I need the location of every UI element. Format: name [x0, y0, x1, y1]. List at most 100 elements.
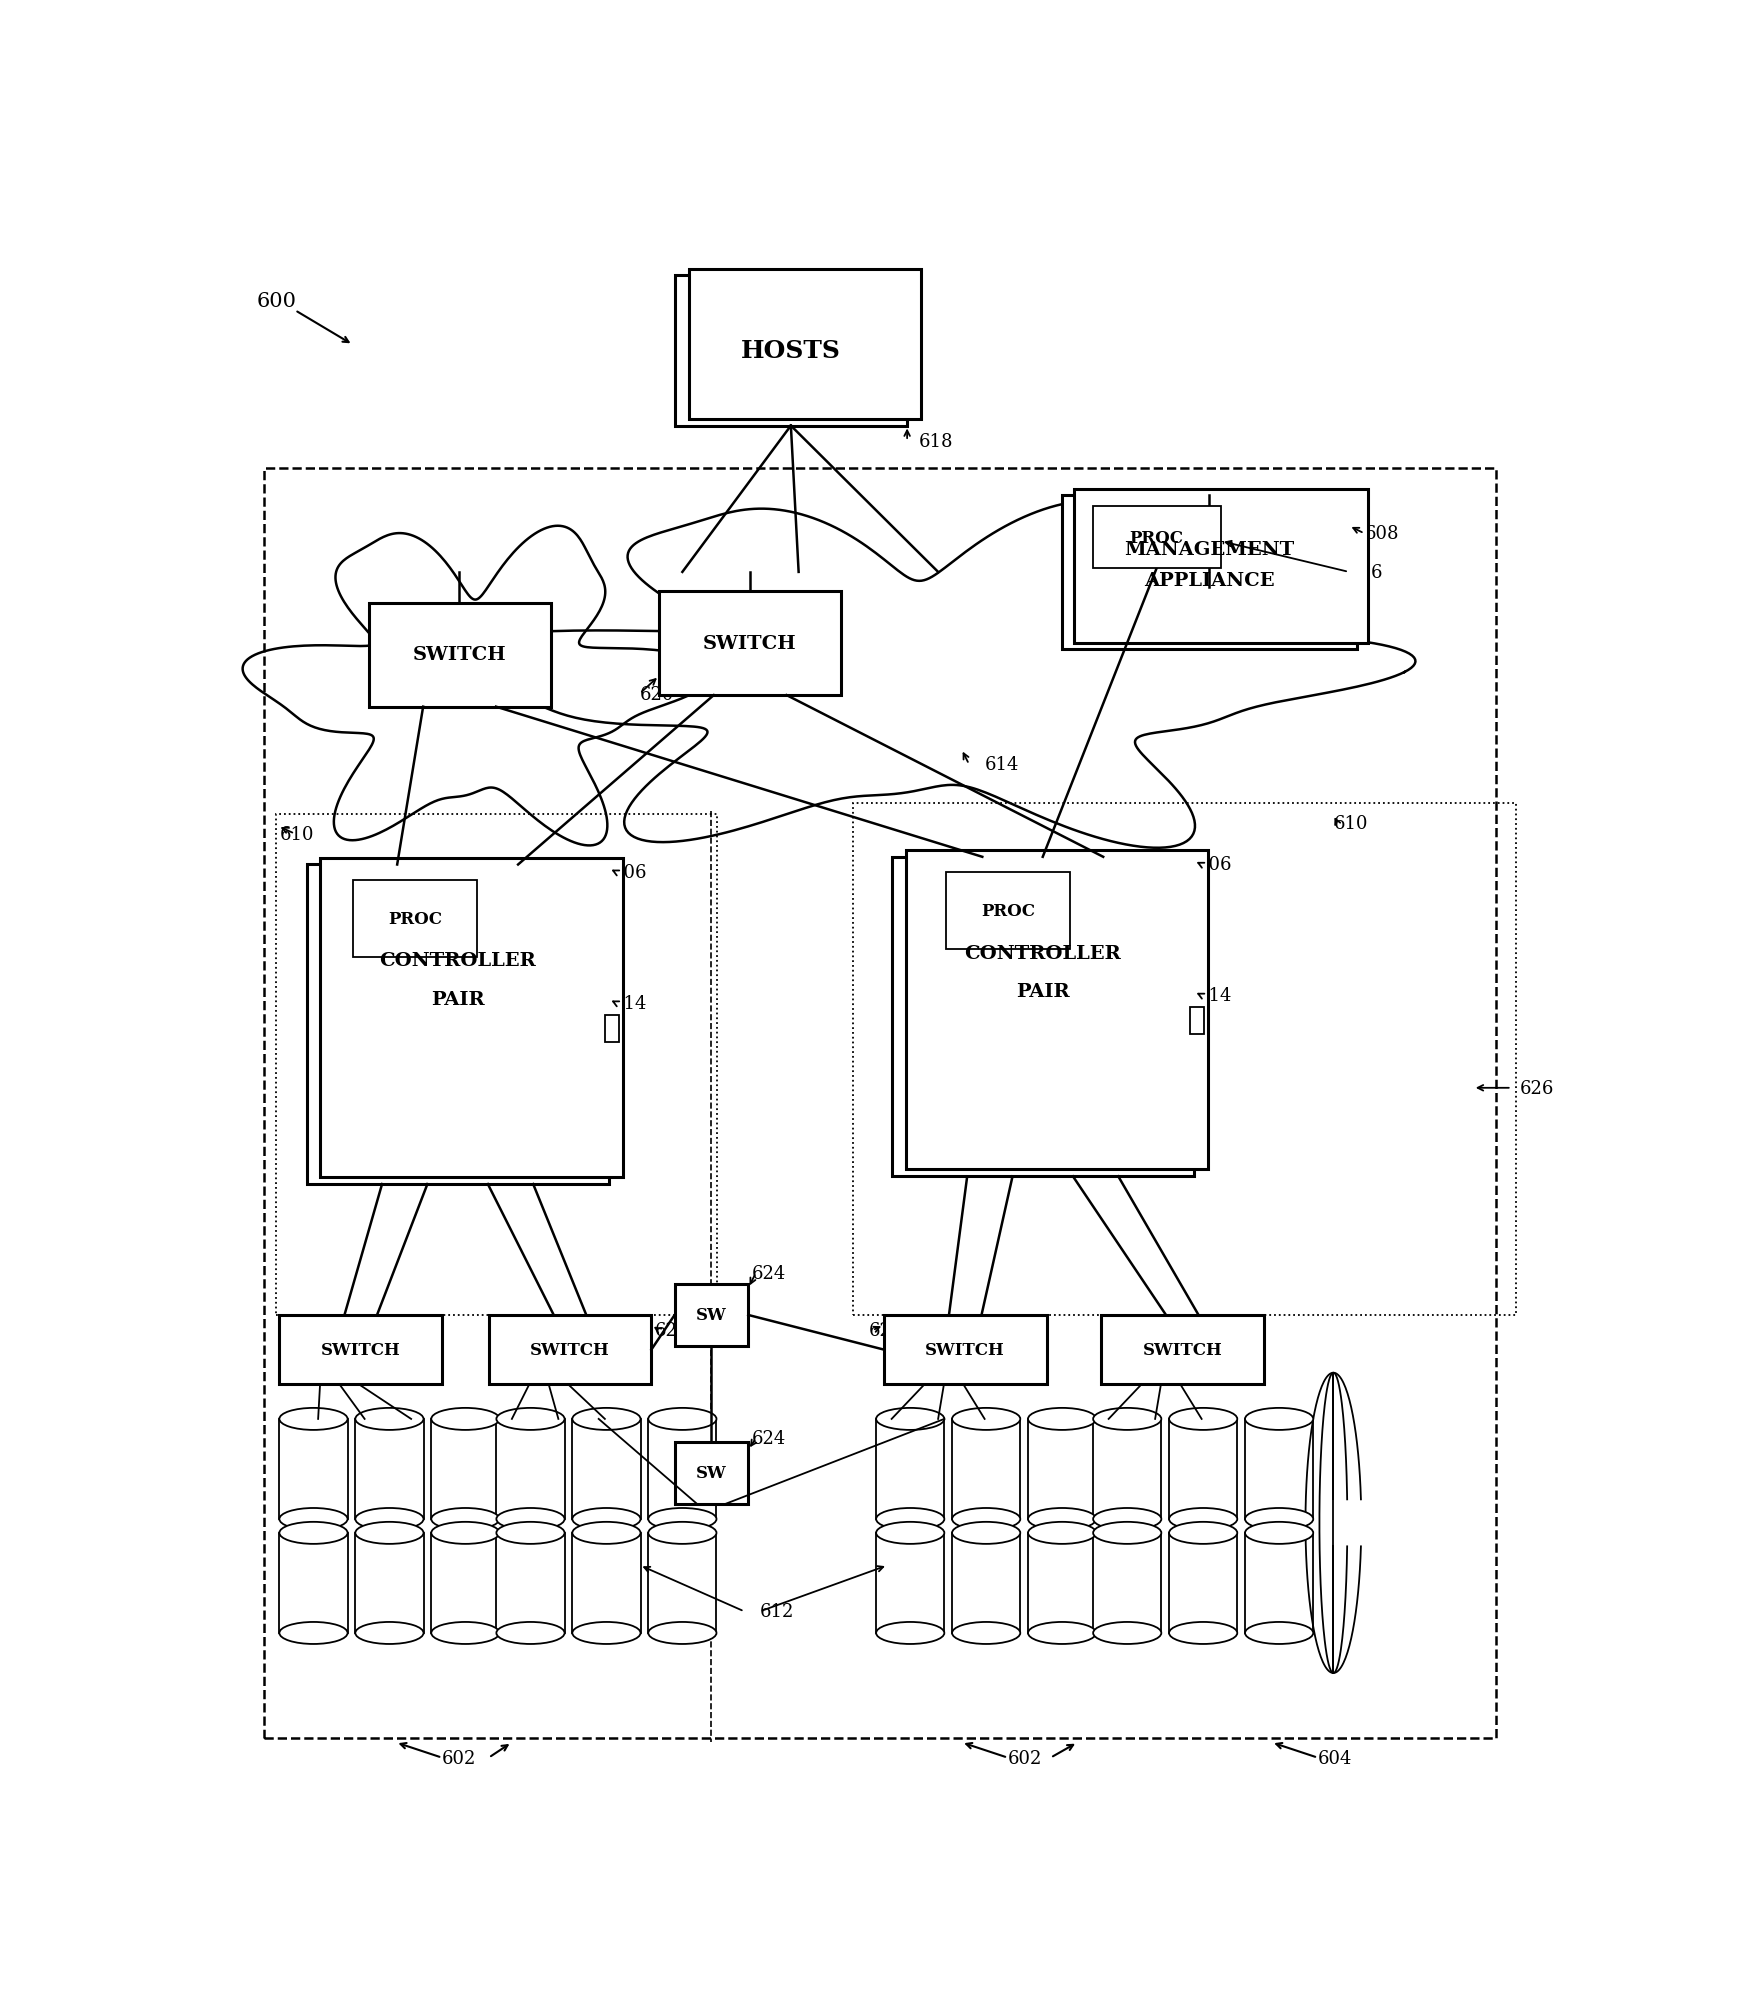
- Bar: [496, 1420, 565, 1519]
- Text: 608: 608: [1365, 526, 1398, 544]
- Text: SWITCH: SWITCH: [1143, 1341, 1223, 1357]
- Ellipse shape: [1028, 1523, 1096, 1545]
- Ellipse shape: [355, 1508, 424, 1531]
- Bar: [946, 872, 1069, 951]
- Bar: [1169, 1533, 1236, 1633]
- Bar: [675, 1285, 748, 1345]
- Ellipse shape: [1094, 1621, 1162, 1643]
- Text: SWITCH: SWITCH: [703, 634, 796, 653]
- Ellipse shape: [572, 1523, 640, 1545]
- Ellipse shape: [876, 1523, 944, 1545]
- Ellipse shape: [649, 1408, 716, 1430]
- Ellipse shape: [1028, 1621, 1096, 1643]
- Text: PAIR: PAIR: [1016, 983, 1069, 1001]
- Text: 624: 624: [753, 1430, 786, 1448]
- Bar: [1063, 495, 1356, 651]
- Bar: [906, 850, 1209, 1170]
- Bar: [1094, 1420, 1162, 1519]
- Ellipse shape: [1245, 1523, 1313, 1545]
- Text: SWITCH: SWITCH: [530, 1341, 610, 1357]
- Ellipse shape: [431, 1523, 499, 1545]
- Ellipse shape: [1245, 1621, 1313, 1643]
- Ellipse shape: [280, 1621, 348, 1643]
- Ellipse shape: [280, 1508, 348, 1531]
- Bar: [306, 866, 609, 1184]
- Text: CONTROLLER: CONTROLLER: [965, 945, 1122, 963]
- Ellipse shape: [951, 1621, 1021, 1643]
- Ellipse shape: [1028, 1508, 1096, 1531]
- Bar: [280, 1420, 348, 1519]
- Ellipse shape: [1169, 1408, 1236, 1430]
- Bar: [1189, 1007, 1203, 1035]
- Bar: [852, 804, 1515, 1315]
- Bar: [689, 270, 922, 419]
- Ellipse shape: [1169, 1508, 1236, 1531]
- Bar: [1101, 1315, 1264, 1384]
- Text: 606: 606: [1198, 856, 1233, 874]
- Bar: [369, 604, 551, 707]
- Ellipse shape: [1245, 1508, 1313, 1531]
- Bar: [675, 1442, 748, 1504]
- Ellipse shape: [951, 1508, 1021, 1531]
- Ellipse shape: [876, 1408, 944, 1430]
- Text: 602: 602: [442, 1748, 476, 1766]
- Text: PROC: PROC: [981, 902, 1035, 920]
- Ellipse shape: [649, 1523, 716, 1545]
- Bar: [355, 1420, 424, 1519]
- Ellipse shape: [1094, 1523, 1162, 1545]
- Bar: [355, 1533, 424, 1633]
- Ellipse shape: [1094, 1508, 1162, 1531]
- Text: 614: 614: [1198, 987, 1233, 1005]
- Text: 620: 620: [640, 685, 675, 703]
- Text: HOSTS: HOSTS: [741, 338, 842, 363]
- Bar: [951, 1420, 1021, 1519]
- Text: 614: 614: [612, 995, 647, 1013]
- Bar: [892, 858, 1195, 1176]
- Text: 618: 618: [918, 433, 953, 451]
- Ellipse shape: [355, 1408, 424, 1430]
- Text: PROC: PROC: [1130, 530, 1184, 546]
- Ellipse shape: [649, 1508, 716, 1531]
- Ellipse shape: [496, 1621, 565, 1643]
- Bar: [1245, 1533, 1313, 1633]
- Text: MANAGEMENT: MANAGEMENT: [1123, 540, 1294, 558]
- Text: PROC: PROC: [388, 910, 442, 926]
- Bar: [280, 1315, 442, 1384]
- Bar: [280, 1533, 348, 1633]
- Bar: [1094, 508, 1221, 568]
- Ellipse shape: [951, 1408, 1021, 1430]
- Ellipse shape: [355, 1523, 424, 1545]
- Bar: [275, 816, 716, 1315]
- Text: 622: 622: [656, 1321, 689, 1339]
- Bar: [496, 1533, 565, 1633]
- Bar: [876, 1420, 944, 1519]
- Text: 610: 610: [280, 826, 313, 844]
- Text: 602: 602: [1009, 1748, 1042, 1766]
- Text: 622: 622: [868, 1321, 903, 1339]
- Ellipse shape: [572, 1508, 640, 1531]
- Text: APPLIANCE: APPLIANCE: [1144, 572, 1275, 590]
- Bar: [876, 1533, 944, 1633]
- Bar: [431, 1533, 499, 1633]
- Text: 600: 600: [256, 292, 296, 312]
- Text: SWITCH: SWITCH: [322, 1341, 400, 1357]
- Bar: [675, 276, 908, 427]
- Text: 624: 624: [753, 1265, 786, 1283]
- Ellipse shape: [496, 1408, 565, 1430]
- Text: SWITCH: SWITCH: [412, 646, 506, 665]
- Ellipse shape: [431, 1508, 499, 1531]
- Bar: [431, 1420, 499, 1519]
- Bar: [1094, 1533, 1162, 1633]
- Ellipse shape: [1245, 1408, 1313, 1430]
- Bar: [1169, 1420, 1236, 1519]
- Ellipse shape: [1169, 1523, 1236, 1545]
- Text: SWITCH: SWITCH: [925, 1341, 1005, 1357]
- Ellipse shape: [280, 1523, 348, 1545]
- Bar: [883, 1315, 1047, 1384]
- Ellipse shape: [1094, 1408, 1162, 1430]
- Ellipse shape: [431, 1621, 499, 1643]
- Ellipse shape: [876, 1508, 944, 1531]
- Text: CONTROLLER: CONTROLLER: [379, 953, 536, 971]
- Ellipse shape: [951, 1523, 1021, 1545]
- Text: PAIR: PAIR: [431, 991, 485, 1009]
